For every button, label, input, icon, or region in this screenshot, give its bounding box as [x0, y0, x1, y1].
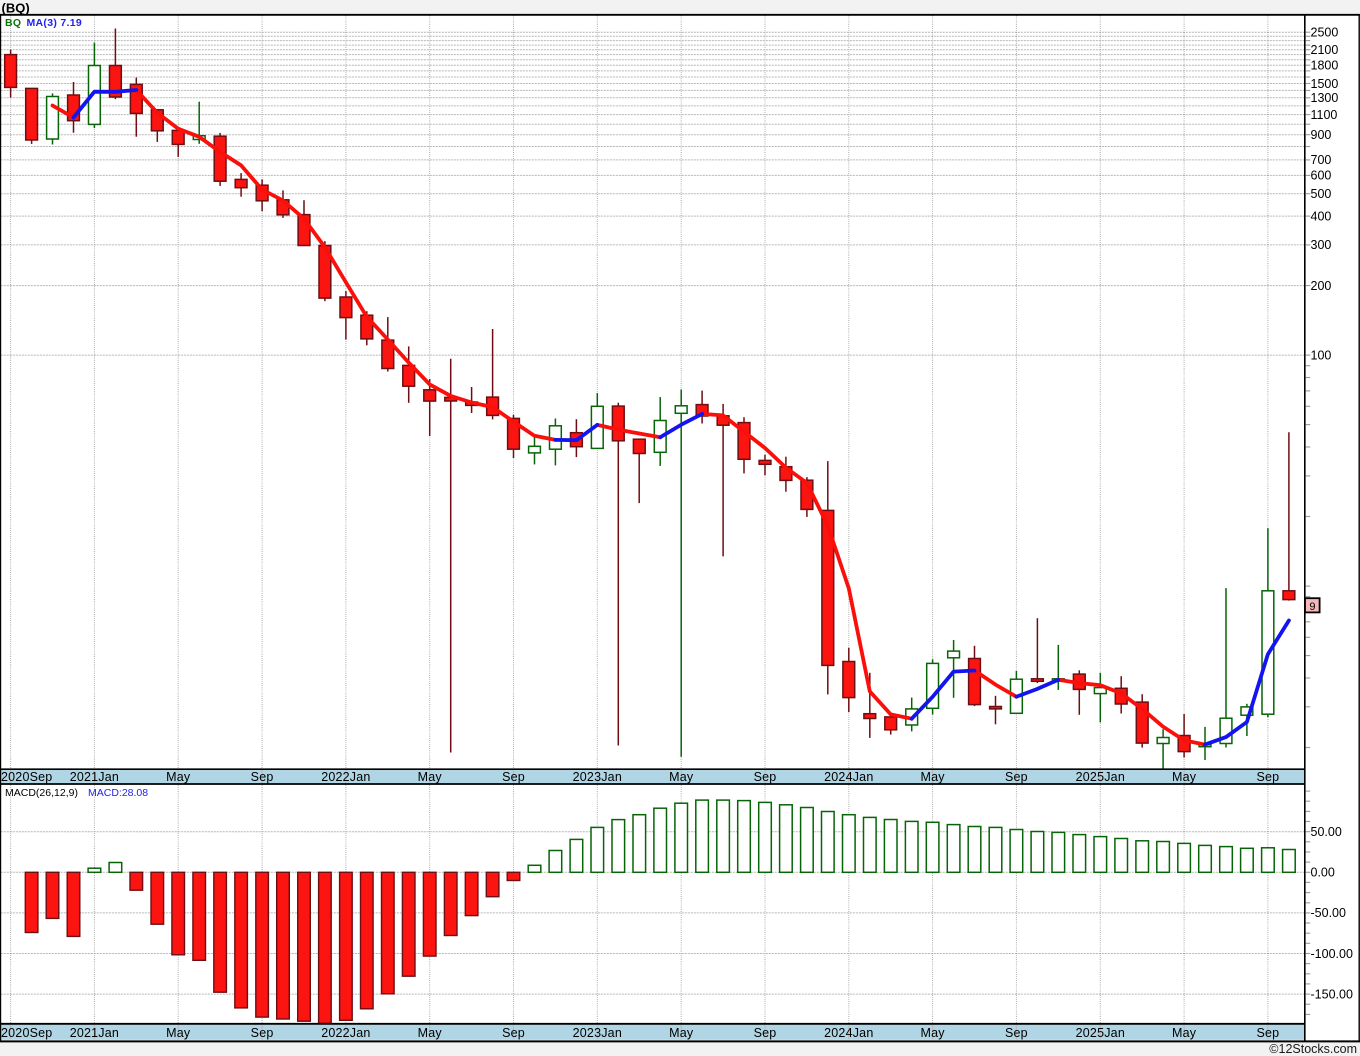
svg-text:MACD:28.08: MACD:28.08: [88, 787, 148, 799]
svg-text:2021Jan: 2021Jan: [70, 1026, 119, 1040]
svg-text:100: 100: [1311, 348, 1332, 362]
svg-text:2020Sep: 2020Sep: [1, 1026, 52, 1040]
svg-text:(BQ): (BQ): [2, 0, 30, 15]
svg-text:Sep: Sep: [754, 1026, 777, 1040]
svg-text:Sep: Sep: [1256, 770, 1279, 784]
svg-text:2022Jan: 2022Jan: [321, 770, 370, 784]
svg-text:1500: 1500: [1311, 77, 1339, 91]
svg-text:May: May: [166, 770, 191, 784]
svg-text:MACD(26,12,9): MACD(26,12,9): [5, 787, 78, 799]
svg-text:600: 600: [1311, 169, 1332, 183]
svg-text:2025Jan: 2025Jan: [1076, 770, 1125, 784]
svg-text:May: May: [1172, 1026, 1197, 1040]
svg-text:Sep: Sep: [502, 770, 525, 784]
svg-text:500: 500: [1311, 187, 1332, 201]
svg-text:50.00: 50.00: [1311, 825, 1342, 839]
svg-text:2023Jan: 2023Jan: [573, 1026, 622, 1040]
svg-text:BQ: BQ: [5, 17, 21, 29]
svg-text:Sep: Sep: [251, 1026, 274, 1040]
svg-text:May: May: [920, 770, 945, 784]
svg-text:2025Jan: 2025Jan: [1076, 1026, 1125, 1040]
svg-text:May: May: [418, 1026, 443, 1040]
svg-text:400: 400: [1311, 209, 1332, 223]
svg-text:300: 300: [1311, 238, 1332, 252]
svg-text:Sep: Sep: [1005, 1026, 1028, 1040]
svg-text:Sep: Sep: [502, 1026, 525, 1040]
svg-text:2020Sep: 2020Sep: [1, 770, 52, 784]
svg-text:MA(3) 7.19: MA(3) 7.19: [27, 17, 83, 29]
svg-text:2100: 2100: [1311, 43, 1339, 57]
svg-text:2023Jan: 2023Jan: [573, 770, 622, 784]
svg-text:May: May: [669, 770, 694, 784]
svg-text:1800: 1800: [1311, 59, 1339, 73]
svg-text:May: May: [1172, 770, 1197, 784]
svg-text:2024Jan: 2024Jan: [824, 1026, 873, 1040]
svg-text:May: May: [418, 770, 443, 784]
svg-text:2021Jan: 2021Jan: [70, 770, 119, 784]
svg-text:2024Jan: 2024Jan: [824, 770, 873, 784]
svg-text:©12Stocks.com: ©12Stocks.com: [1269, 1042, 1357, 1056]
svg-text:1100: 1100: [1311, 108, 1338, 122]
svg-text:200: 200: [1311, 279, 1332, 293]
svg-text:700: 700: [1311, 153, 1332, 167]
svg-text:900: 900: [1311, 128, 1332, 142]
svg-text:May: May: [669, 1026, 694, 1040]
svg-text:May: May: [166, 1026, 191, 1040]
svg-text:1300: 1300: [1311, 91, 1339, 105]
svg-text:Sep: Sep: [251, 770, 274, 784]
svg-text:0.00: 0.00: [1311, 866, 1335, 880]
svg-text:9: 9: [1309, 601, 1315, 613]
svg-text:-150.00: -150.00: [1311, 987, 1353, 1001]
svg-text:2500: 2500: [1311, 26, 1339, 40]
svg-text:Sep: Sep: [1005, 770, 1028, 784]
svg-text:May: May: [920, 1026, 945, 1040]
svg-text:-50.00: -50.00: [1311, 906, 1346, 920]
svg-text:-100.00: -100.00: [1311, 947, 1353, 961]
svg-text:Sep: Sep: [754, 770, 777, 784]
svg-text:Sep: Sep: [1256, 1026, 1279, 1040]
svg-text:2022Jan: 2022Jan: [321, 1026, 370, 1040]
